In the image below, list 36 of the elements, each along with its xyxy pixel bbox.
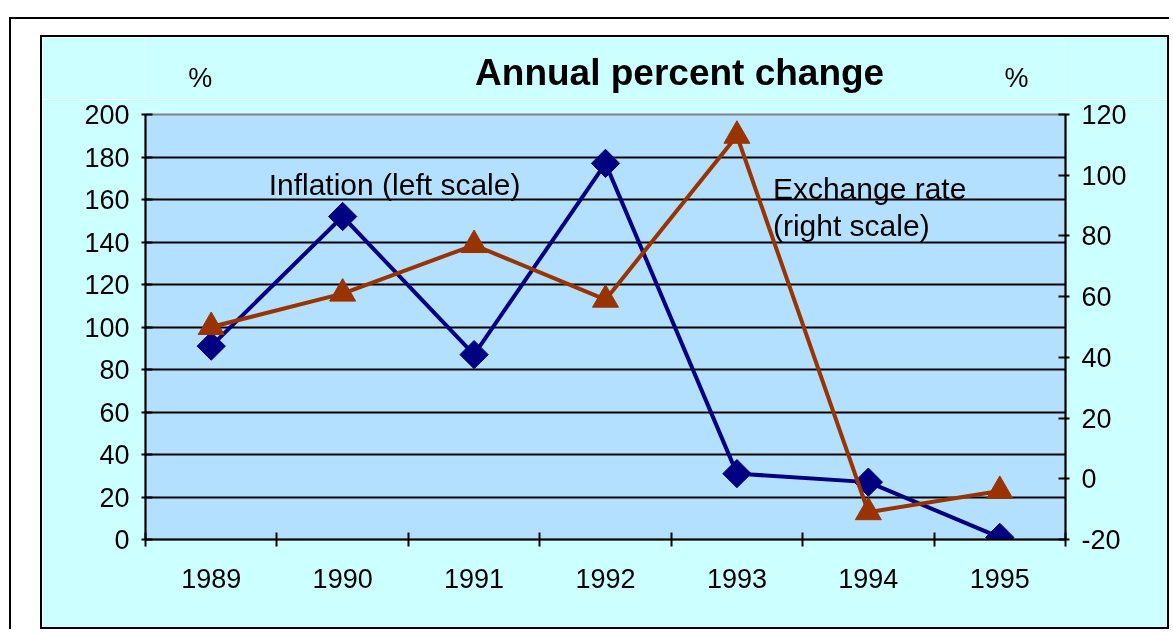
- y2-tick-label: 40: [1081, 342, 1112, 373]
- chart-title: Annual percent change: [475, 52, 885, 93]
- y-tick-label: 40: [99, 440, 130, 470]
- point: [459, 339, 489, 370]
- point: [722, 458, 752, 489]
- y2-tick-label: -20: [1081, 525, 1121, 555]
- x-tick-label: 1990: [312, 563, 373, 594]
- y2-tick-label: 20: [1081, 403, 1112, 434]
- point: [590, 148, 621, 179]
- y-tick-label: 120: [84, 270, 130, 300]
- y2-tick-label: 120: [1081, 100, 1127, 130]
- y2-tick-label: 0: [1081, 464, 1097, 495]
- y-tick-label: 0: [114, 525, 130, 555]
- x-tick-label: 1992: [575, 563, 636, 594]
- x-tick-label: 1995: [969, 563, 1030, 594]
- y2-tick-label: 100: [1081, 160, 1127, 191]
- y-tick-label: 180: [84, 142, 130, 173]
- point: [853, 467, 883, 497]
- y-tick-label: 100: [84, 312, 130, 343]
- y-tick-label: 80: [99, 355, 130, 385]
- y-tick-label: 200: [84, 100, 130, 130]
- y-tick-label: 20: [99, 482, 130, 513]
- y2-tick-label: 80: [1081, 221, 1112, 252]
- x-tick-label: 1989: [181, 563, 242, 594]
- y2-tick-label: 60: [1081, 282, 1112, 313]
- y-tick-label: 160: [84, 185, 130, 215]
- x-tick-label: 1994: [838, 563, 899, 594]
- series-label: Inflation (left scale): [268, 168, 521, 201]
- y-tick-label: 140: [84, 227, 130, 258]
- y-axis-title: %: [188, 62, 213, 93]
- y2-axis-title: %: [1004, 62, 1029, 93]
- x-tick-label: 1993: [706, 563, 767, 594]
- x-tick-label: 1991: [444, 563, 505, 594]
- series-label: Exchange rate (right scale): [772, 172, 967, 243]
- y-tick-label: 60: [99, 397, 130, 428]
- point: [328, 201, 358, 232]
